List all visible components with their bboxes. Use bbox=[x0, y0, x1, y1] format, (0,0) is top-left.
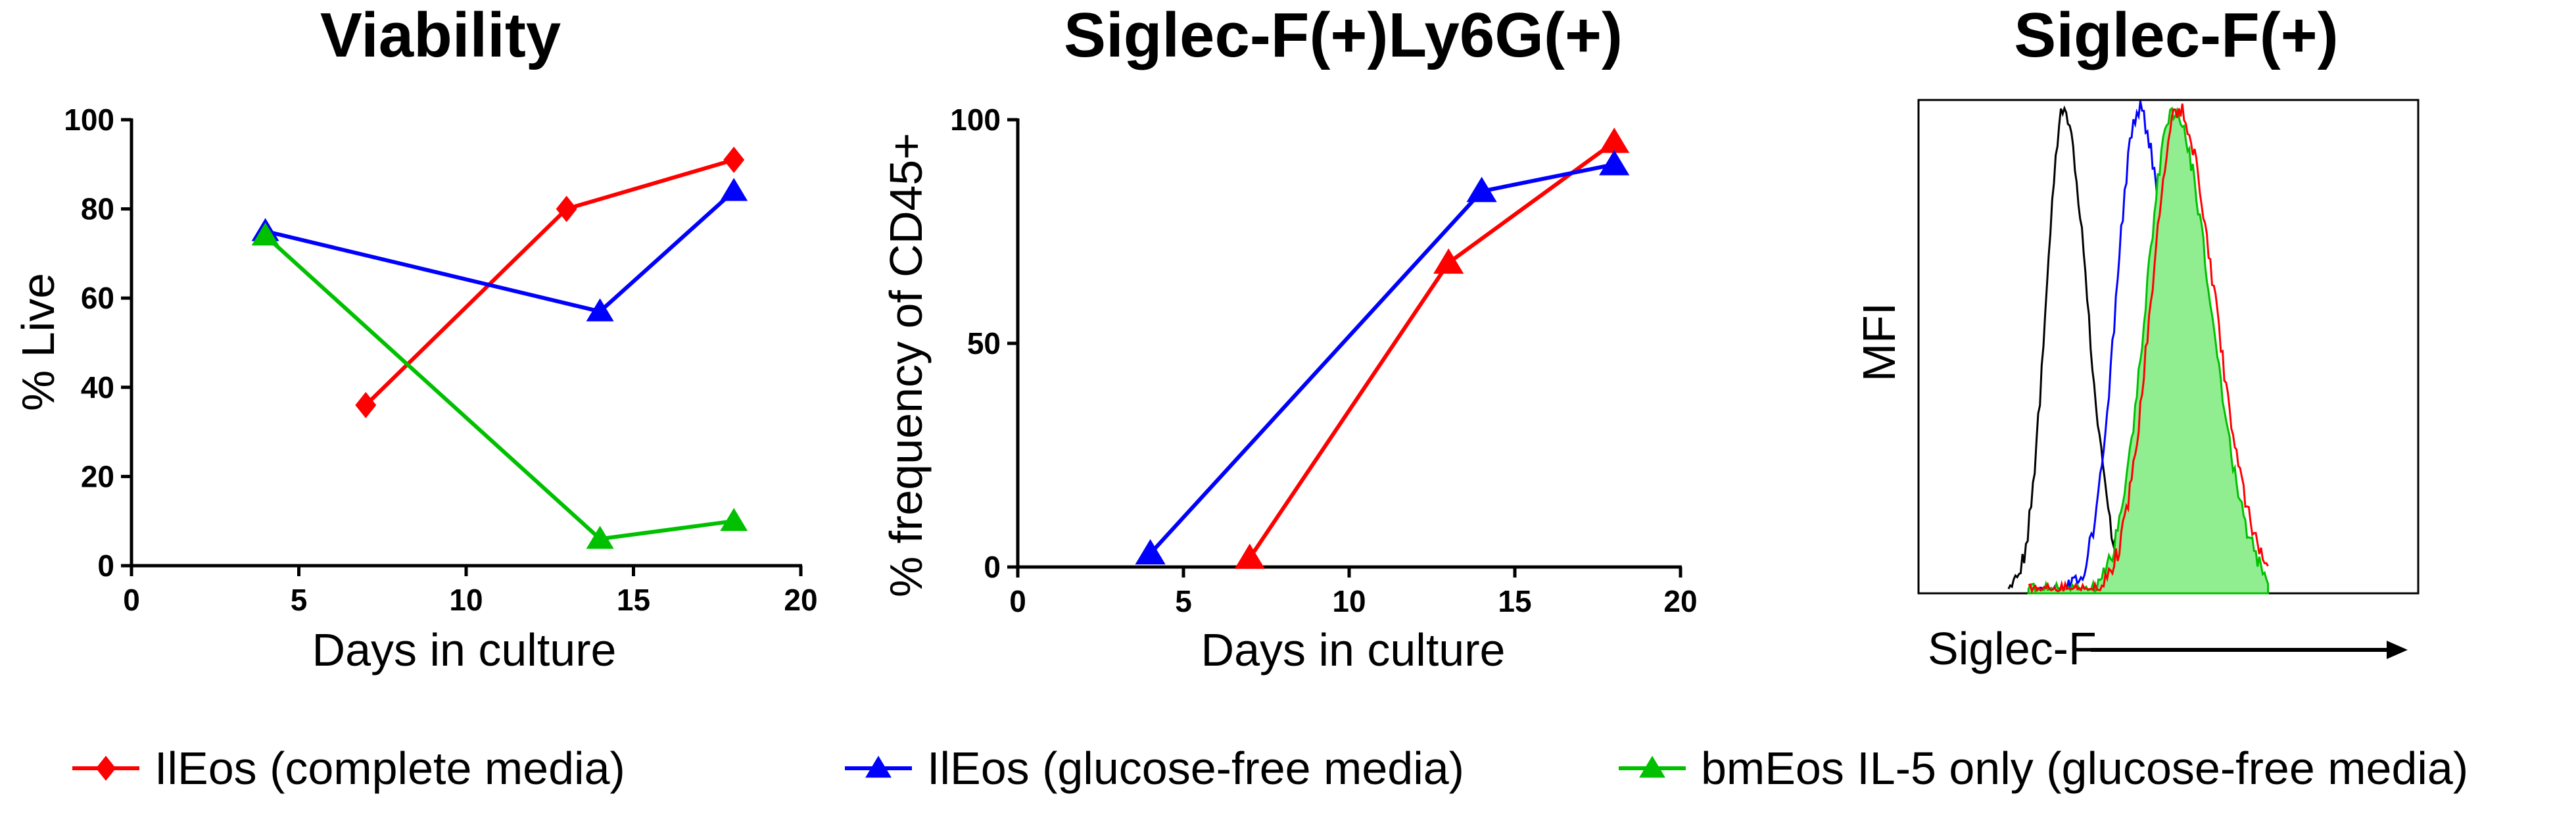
y-tick-label: 100 bbox=[64, 103, 114, 137]
viability-chart: Viability % Live Days in culture 0 5 10 15 2… bbox=[12, 0, 818, 676]
y-axis-label: % frequency of CD45+ bbox=[880, 133, 932, 597]
x-tick-label: 5 bbox=[1175, 584, 1192, 618]
legend: IlEos (complete media) IlEos (glucose-fre… bbox=[72, 743, 2468, 794]
y-tick-label: 40 bbox=[81, 370, 114, 405]
axes: 0 5 10 15 20 0 20 40 60 80 100 bbox=[64, 103, 817, 617]
data-point bbox=[723, 147, 745, 174]
legend-marker bbox=[865, 756, 892, 778]
data-point bbox=[1234, 543, 1265, 569]
series-line bbox=[364, 158, 735, 407]
legend-item: IlEos (complete media) bbox=[72, 743, 625, 794]
series-line bbox=[264, 189, 736, 314]
siglecf-ly6g-chart: Siglec-F(+)Ly6G(+) % frequency of CD45+ … bbox=[880, 0, 1698, 676]
x-axis-label: Siglec-F bbox=[1928, 623, 2097, 674]
y-tick-label: 0 bbox=[97, 549, 114, 583]
legend-item: bmEos IL-5 only (glucose-free media) bbox=[1619, 743, 2468, 794]
legend-marker bbox=[1639, 756, 1665, 778]
series-ileos-complete-media bbox=[355, 147, 745, 418]
series-bmeos-il-5-only-glucose-free-media bbox=[251, 222, 748, 549]
data-point bbox=[1433, 248, 1464, 274]
histogram-curve bbox=[2028, 103, 2269, 595]
legend-label: bmEos IL-5 only (glucose-free media) bbox=[1701, 743, 2468, 794]
y-tick-label: 20 bbox=[81, 459, 114, 493]
arrow-head bbox=[2387, 641, 2408, 659]
legend-label: IlEos (complete media) bbox=[155, 743, 625, 794]
x-axis-label: Days in culture bbox=[312, 624, 617, 676]
x-tick-label: 15 bbox=[617, 583, 650, 617]
x-tick-label: 20 bbox=[1663, 584, 1697, 618]
x-tick-label: 0 bbox=[1009, 584, 1026, 618]
series-ileos-glucose-free-media bbox=[251, 178, 748, 322]
data-point bbox=[1466, 176, 1497, 203]
legend-marker bbox=[95, 756, 116, 781]
y-tick-label: 60 bbox=[81, 281, 114, 315]
x-tick-label: 10 bbox=[1332, 584, 1366, 618]
legend-item: IlEos (glucose-free media) bbox=[845, 743, 1464, 794]
x-tick-label: 15 bbox=[1498, 584, 1531, 618]
x-axis-label: Days in culture bbox=[1201, 624, 1506, 676]
data-point bbox=[355, 391, 377, 418]
y-axis-label: MFI bbox=[1853, 303, 1905, 382]
x-tick-label: 10 bbox=[449, 583, 483, 617]
x-tick-label: 0 bbox=[123, 583, 140, 617]
y-axis-label: % Live bbox=[12, 273, 64, 411]
histogram-filled-curve bbox=[2027, 107, 2270, 595]
data-point bbox=[720, 508, 748, 531]
series-ileos-complete-media bbox=[1234, 128, 1630, 569]
legend-label: IlEos (glucose-free media) bbox=[927, 743, 1464, 794]
axes: 0 5 10 15 20 0 50 100 bbox=[950, 103, 1697, 618]
data-point bbox=[586, 298, 614, 322]
data-point bbox=[586, 526, 614, 549]
chart-title: Viability bbox=[320, 0, 561, 70]
data-point bbox=[251, 222, 279, 246]
series-line bbox=[1248, 140, 1615, 560]
chart-title: Siglec-F(+) bbox=[2014, 0, 2338, 70]
x-tick-label: 20 bbox=[784, 583, 817, 617]
series-ileos-glucose-free-media bbox=[1135, 150, 1630, 565]
x-tick-label: 5 bbox=[291, 583, 308, 617]
data-marks bbox=[251, 147, 748, 549]
data-point bbox=[556, 195, 577, 222]
y-tick-label: 0 bbox=[984, 550, 1001, 584]
series-line bbox=[264, 234, 734, 541]
chart-title: Siglec-F(+)Ly6G(+) bbox=[1064, 0, 1623, 70]
data-marks bbox=[1135, 128, 1630, 569]
data-point bbox=[1135, 539, 1166, 565]
siglecf-histogram: Siglec-F(+) MFI Siglec-F bbox=[1853, 0, 2420, 674]
y-tick-label: 50 bbox=[967, 326, 1001, 360]
data-point bbox=[1599, 128, 1630, 153]
data-point bbox=[1599, 150, 1630, 176]
histogram-curves bbox=[2007, 101, 2270, 595]
y-tick-label: 80 bbox=[81, 192, 114, 226]
data-point bbox=[720, 178, 748, 201]
y-tick-label: 100 bbox=[950, 103, 1001, 137]
